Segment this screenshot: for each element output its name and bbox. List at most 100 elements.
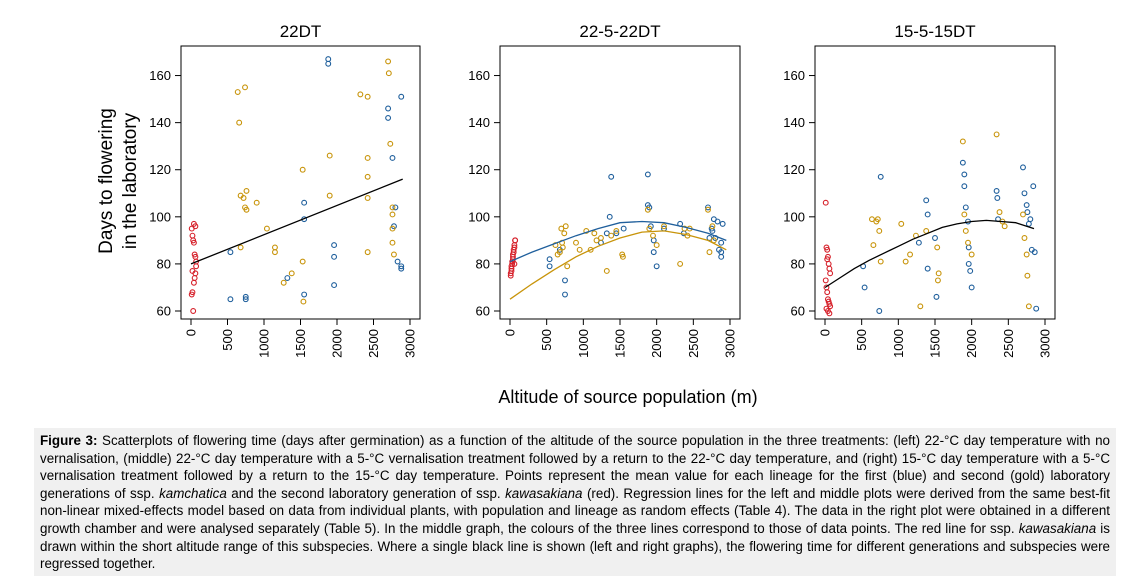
y-tick-label: 100 [468, 209, 490, 224]
data-point [646, 225, 653, 232]
data-point [227, 249, 234, 256]
data-point [967, 268, 974, 274]
data-point [868, 216, 875, 223]
data-point [512, 237, 519, 244]
panel-22dt: 22DT 60 80 100 120 140 160 0 500 1000 1500 2000 2500… [149, 22, 421, 358]
y-tick-label: 120 [468, 162, 490, 177]
data-point [1027, 216, 1034, 223]
panel-title: 22DT [280, 22, 322, 41]
data-point [961, 183, 968, 190]
data-point [561, 230, 568, 237]
data-point [364, 93, 371, 100]
data-point [1025, 303, 1032, 310]
caption-kawasakiana: kawasakiana [505, 485, 583, 501]
data-point [825, 260, 832, 267]
data-point [718, 239, 725, 246]
series-blue [860, 159, 1040, 314]
x-tick-label: 1500 [613, 329, 628, 358]
data-point [394, 258, 401, 265]
data-point [603, 230, 610, 237]
data-point [932, 235, 938, 241]
data-point [718, 253, 725, 260]
data-point [1021, 235, 1028, 241]
data-point [189, 232, 196, 239]
x-tick-label: 1000 [891, 329, 906, 358]
data-point [706, 235, 713, 241]
data-point [331, 253, 338, 260]
y-axis-label-line1: Days to flowering [96, 108, 117, 254]
data-point [385, 58, 392, 65]
caption-label: Figure 3: [40, 433, 98, 448]
data-point [877, 173, 884, 180]
data-point [325, 56, 332, 63]
data-point [562, 223, 569, 230]
data-point [325, 60, 332, 67]
data-point [364, 155, 371, 161]
y-tick-label: 100 [149, 209, 171, 224]
y-tick-label: 160 [783, 68, 805, 83]
series-red [507, 237, 519, 279]
data-point [190, 239, 197, 246]
data-point [385, 70, 392, 77]
data-point [608, 173, 615, 180]
data-point [719, 220, 726, 227]
x-tick-label: 2500 [686, 329, 701, 358]
data-point [193, 263, 200, 270]
data-point [387, 140, 394, 147]
data-point [242, 293, 249, 300]
y-tick-label: 60 [476, 304, 490, 319]
x-tick-label: 3000 [1038, 329, 1053, 358]
y-axis-label-line2: in the laboratory [120, 112, 141, 249]
data-point [576, 246, 583, 253]
data-point [234, 89, 241, 95]
data-point [993, 187, 1000, 194]
data-point [661, 223, 667, 230]
data-point [965, 244, 972, 251]
data-point [915, 239, 922, 246]
x-tick-label: 500 [220, 329, 235, 351]
panel-15-5-15dt: 15-5-15DT 60 80 100 120 140 160 0 500 1000 1500 200… [783, 22, 1056, 358]
data-point [227, 296, 234, 303]
data-point [650, 232, 656, 239]
data-point [562, 291, 568, 298]
x-tick-label: 1500 [928, 329, 943, 358]
panel-22-5-22dt: 22-5-22DT 60 80 100 120 140 160 0 500 1000 1500 200… [468, 22, 741, 358]
y-tick-label: 80 [157, 256, 171, 271]
data-point [965, 260, 972, 267]
series-red [822, 199, 834, 317]
data-point [559, 244, 566, 251]
data-point [272, 244, 278, 251]
data-point [263, 225, 270, 232]
data-point [603, 268, 610, 274]
data-point [653, 242, 660, 249]
data-point [272, 249, 278, 256]
data-point [331, 282, 338, 289]
data-point [870, 242, 877, 249]
caption-kamchatica: kamchatica [159, 485, 227, 501]
data-point [508, 268, 515, 274]
x-tick-label: 1000 [257, 329, 272, 358]
data-point [996, 209, 1003, 216]
data-point [191, 275, 198, 281]
data-point [1033, 305, 1040, 312]
x-tick-label: 2000 [964, 329, 979, 358]
data-point [824, 246, 831, 253]
data-point [398, 93, 405, 100]
data-point [962, 204, 969, 211]
x-tick-label: 2000 [330, 329, 345, 358]
data-point [364, 195, 371, 201]
y-tick-label: 140 [149, 115, 171, 130]
data-point [824, 256, 831, 263]
data-point [1020, 164, 1026, 171]
series-blue [227, 56, 405, 303]
data-point [968, 251, 975, 258]
data-point [606, 213, 613, 220]
data-point [597, 235, 604, 241]
data-point [546, 256, 553, 263]
y-tick-label: 120 [783, 162, 805, 177]
data-point [1024, 209, 1031, 216]
data-point [242, 296, 249, 303]
data-point [709, 223, 716, 230]
data-point [677, 260, 684, 267]
data-point [826, 310, 833, 317]
